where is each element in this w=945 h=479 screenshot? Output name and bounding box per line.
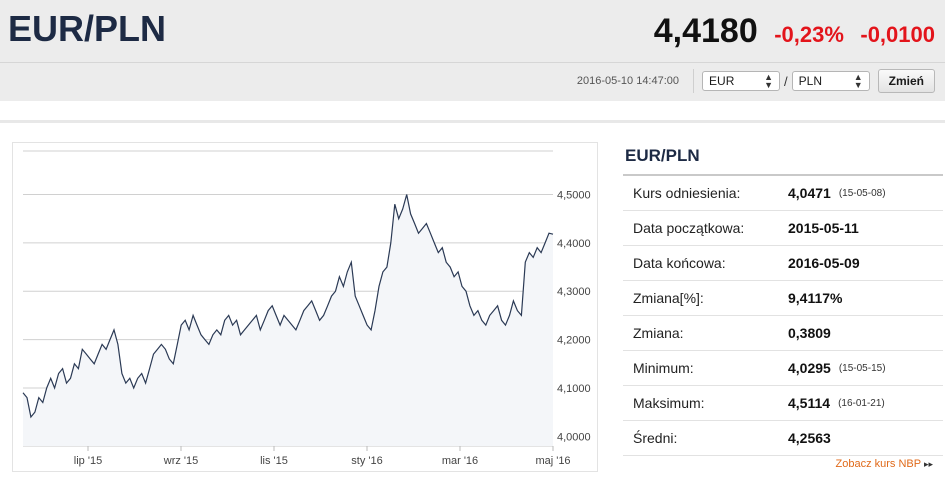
nbp-link-label: Zobacz kurs NBP [835, 458, 921, 470]
header-divider [0, 62, 945, 63]
y-tick-label: 4,2000 [557, 335, 591, 347]
x-tick-label: mar '16 [442, 455, 478, 467]
currency-controls: 2016-05-10 14:47:00 EUR ▲ ▼ / PLN ▲ ▼ Zmie… [577, 68, 935, 94]
x-tick-label: lip '15 [74, 455, 102, 467]
stat-date: (15-05-08) [838, 187, 886, 199]
from-currency-select[interactable]: EUR ▲ ▼ [702, 71, 781, 91]
stat-row: Zmiana: 0,3809 [623, 316, 943, 351]
pair-separator: / [784, 73, 788, 89]
quote-header: EUR/PLN 4,4180 -0,23% -0,0100 2016-05-10… [0, 0, 945, 101]
stat-label: Zmiana[%]: [633, 290, 704, 306]
stat-row: Data początkowa: 2015-05-11 [623, 211, 943, 246]
stat-label: Zmiana: [633, 325, 684, 341]
stat-label: Data końcowa: [633, 255, 726, 271]
stat-value: 4,0295 [788, 360, 831, 376]
stat-value: 4,5114 [788, 395, 831, 411]
stat-row: Średni: 4,2563 [623, 421, 943, 456]
stats-panel: EUR/PLN Kurs odniesienia: 4,0471 (15-05-… [623, 140, 943, 456]
x-tick-label: wrz '15 [163, 455, 199, 467]
stat-value: 2015-05-11 [788, 220, 859, 236]
y-tick-label: 4,1000 [557, 383, 591, 395]
x-tick-label: lis '15 [260, 455, 288, 467]
stat-label: Kurs odniesienia: [633, 185, 741, 201]
series-area [23, 194, 553, 446]
stat-value: 9,4117% [788, 290, 843, 306]
stat-date: (16-01-21) [838, 397, 885, 409]
to-currency-value: PLN [798, 74, 822, 88]
y-tick-label: 4,3000 [557, 286, 591, 298]
x-tick-label: maj '16 [535, 455, 570, 467]
content-divider [0, 120, 945, 123]
to-currency-select[interactable]: PLN ▲ ▼ [791, 71, 870, 91]
stat-row: Maksimum: 4,5114 (16-01-21) [623, 386, 943, 421]
change-absolute: -0,0100 [860, 22, 935, 47]
quote-summary: 4,4180 -0,23% -0,0100 [654, 12, 935, 51]
change-button[interactable]: Zmień [877, 69, 935, 93]
y-tick-label: 4,5000 [557, 190, 591, 202]
stat-label: Minimum: [633, 360, 694, 376]
from-currency-value: EUR [709, 74, 735, 88]
stat-value: 4,2563 [788, 430, 831, 446]
stat-label: Maksimum: [633, 395, 705, 411]
updown-arrows-icon: ▲ ▼ [853, 72, 863, 90]
stat-row: Zmiana[%]: 9,4117% [623, 281, 943, 316]
stat-date: (15-05-15) [838, 362, 886, 374]
series-line [22, 194, 554, 419]
current-rate: 4,4180 [653, 12, 758, 50]
stat-value: 0,3809 [788, 325, 831, 341]
stat-value: 4,0471 [788, 185, 831, 201]
x-tick-label: sty '16 [351, 455, 382, 467]
stat-row: Minimum: 4,0295 (15-05-15) [623, 351, 943, 386]
divider [693, 69, 695, 93]
pair-title: EUR/PLN [8, 8, 167, 49]
quote-timestamp: 2016-05-10 14:47:00 [576, 75, 680, 87]
stat-value: 2016-05-09 [788, 255, 860, 271]
updown-arrows-icon: ▲ ▼ [764, 72, 774, 90]
stat-label: Data początkowa: [633, 220, 745, 236]
y-tick-label: 4,4000 [557, 238, 591, 250]
price-chart: 4,0000 4,1000 4,2000 4,3000 4,4000 4,5000 lip … [22, 150, 591, 467]
change-percent: -0,23% [774, 22, 844, 47]
stats-table: Kurs odniesienia: 4,0471 (15-05-08) Data… [623, 176, 943, 456]
stat-label: Średni: [633, 430, 678, 446]
stat-row: Data końcowa: 2016-05-09 [623, 246, 943, 281]
nbp-rate-link[interactable]: Zobacz kurs NBP ▸▸ [836, 458, 934, 470]
double-chevron-right-icon: ▸▸ [923, 459, 933, 469]
y-tick-label: 4,0000 [557, 431, 591, 443]
panel-title: EUR/PLN [623, 140, 943, 176]
stat-row: Kurs odniesienia: 4,0471 (15-05-08) [623, 176, 943, 211]
chart-container: 4,0000 4,1000 4,2000 4,3000 4,4000 4,5000 lip … [12, 142, 598, 472]
